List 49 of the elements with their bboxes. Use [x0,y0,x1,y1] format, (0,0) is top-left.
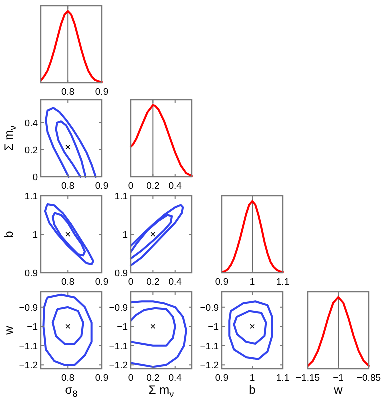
y-tick-label: −0.9 [109,302,128,314]
y-tick-label: 1 [122,230,128,241]
y-tick-label: −1.1 [109,341,128,352]
y-tick-label: −0.9 [200,302,219,314]
y-tick-label: 0.2 [24,145,38,156]
y-tick-label: −1 [27,322,38,334]
x-axis-title: b [249,383,256,397]
y-tick-label: 0.9 [24,268,38,280]
x-tick-label: 0.9 [215,373,229,384]
y-tick-label: −1.1 [200,341,219,352]
x-tick-label: −0.85 [356,373,382,384]
y-tick-label: 1 [32,230,38,241]
x-tick-label: 1.1 [276,373,290,384]
y-tick-label: −1.2 [109,360,128,372]
y-tick-label: −1 [117,322,128,334]
x-tick-label: 0.8 [62,87,75,98]
x-tick-label: 0.8 [62,277,75,288]
y-tick-label: 0.4 [24,118,38,130]
x-tick-label: 0.2 [146,373,160,384]
y-axis-title: b [2,230,16,238]
x-axis-title: σ$_{8}$ [65,383,78,399]
x-axis-title: Σ m$_{ν}$ [148,383,175,399]
x-tick-label: 0.2 [146,277,160,288]
x-tick-label: 1.1 [276,277,290,288]
x-tick-label: 0.9 [95,373,109,384]
y-tick-label: −1.2 [19,360,38,372]
x-axis-title: w [333,383,344,397]
y-tick-label: −1.1 [19,341,38,352]
y-tick-label: 1.1 [24,192,38,202]
x-tick-label: 0.4 [168,181,182,192]
y-tick-label: −1 [208,322,219,334]
y-tick-label: 0.9 [114,268,128,280]
x-tick-label: 1 [250,277,256,288]
x-tick-label: 0.9 [95,277,109,288]
y-axis-title: w [2,326,16,336]
x-tick-label: −1.15 [296,373,320,384]
y-tick-label: 0 [32,172,38,184]
x-tick-label: 1 [250,373,256,384]
x-tick-label: −1 [333,373,344,384]
y-tick-label: 1.1 [114,192,128,202]
x-tick-label: 0.2 [146,181,160,192]
x-tick-label: 0.8 [62,181,75,192]
x-tick-label: 0.4 [168,373,182,384]
x-tick-label: 0.9 [95,181,109,192]
x-tick-label: 0.9 [215,277,229,288]
x-tick-label: 0.8 [62,373,75,384]
y-tick-label: −1.2 [200,360,219,372]
x-tick-label: 0.4 [168,277,182,288]
y-tick-label: −0.9 [19,302,38,314]
